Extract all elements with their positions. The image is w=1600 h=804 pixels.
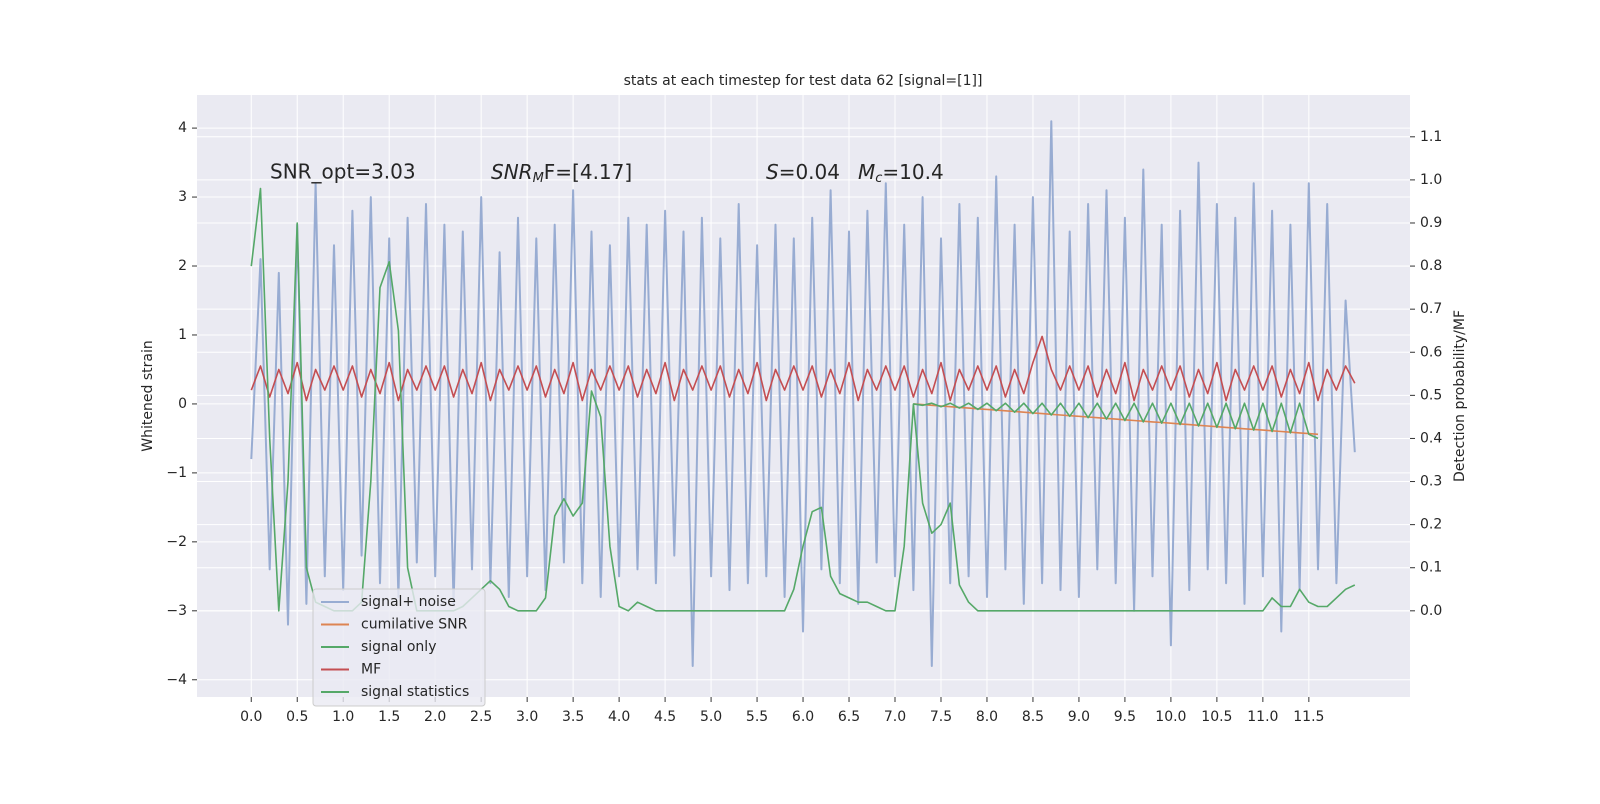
x-tick-label: 5.0 bbox=[700, 709, 722, 725]
y2-tick-label: 0.0 bbox=[1420, 603, 1442, 619]
x-tick-label: 9.5 bbox=[1114, 709, 1136, 725]
y2-tick-label: 0.2 bbox=[1420, 517, 1442, 533]
x-tick-label: 5.5 bbox=[746, 709, 768, 725]
y-tick-label: 0 bbox=[178, 396, 187, 412]
annotation: S=0.04 bbox=[766, 160, 840, 184]
y2-tick-label: 0.5 bbox=[1420, 387, 1442, 403]
x-tick-label: 3.5 bbox=[562, 709, 584, 725]
x-tick-label: 8.5 bbox=[1022, 709, 1044, 725]
x-tick-label: 10.0 bbox=[1155, 709, 1186, 725]
y-tick-label: 3 bbox=[178, 189, 187, 205]
x-tick-label: 9.0 bbox=[1068, 709, 1090, 725]
legend-label: signal statistics bbox=[361, 684, 469, 700]
x-tick-label: 0.5 bbox=[286, 709, 308, 725]
x-tick-label: 10.5 bbox=[1201, 709, 1232, 725]
y2-tick-label: 0.9 bbox=[1420, 215, 1442, 231]
annotation: SNRMF=[4.17] bbox=[491, 160, 632, 186]
series-line bbox=[250, 335, 1356, 402]
x-tick-label: 4.5 bbox=[654, 709, 676, 725]
x-tick-label: 6.5 bbox=[838, 709, 860, 725]
y2-tick-label: 1.1 bbox=[1420, 129, 1442, 145]
y2-axis-label: Detection probability/MF bbox=[1452, 310, 1468, 482]
annotation: Mc=10.4 bbox=[858, 160, 944, 186]
annotation-part: S bbox=[766, 160, 779, 184]
x-tick-label: 7.0 bbox=[884, 709, 906, 725]
y-axis-label: Whitened strain bbox=[140, 340, 156, 451]
y2-tick-label: 0.4 bbox=[1420, 430, 1442, 446]
y2-tick-label: 0.8 bbox=[1420, 258, 1442, 274]
series-line bbox=[913, 403, 1319, 436]
annotation-part: SNR bbox=[491, 160, 533, 184]
y-tick-label: −1 bbox=[166, 465, 187, 481]
annotation-part: =10.4 bbox=[882, 160, 943, 184]
y2-tick-label: 0.1 bbox=[1420, 560, 1442, 576]
x-tick-label: 7.5 bbox=[930, 709, 952, 725]
annotation: SNR_opt=3.03 bbox=[270, 160, 416, 184]
x-tick-label: 1.5 bbox=[378, 709, 400, 725]
y2-tick-label: 1.0 bbox=[1420, 172, 1442, 188]
series-line bbox=[250, 120, 1356, 667]
x-tick-label: 11.5 bbox=[1293, 709, 1324, 725]
y-tick-label: −2 bbox=[166, 534, 187, 550]
legend-label: signal+ noise bbox=[361, 594, 456, 610]
legend-label: signal only bbox=[361, 639, 436, 655]
x-tick-label: 1.0 bbox=[332, 709, 354, 725]
x-tick-label: 2.0 bbox=[424, 709, 446, 725]
legend-box bbox=[312, 588, 486, 707]
x-tick-label: 3.0 bbox=[516, 709, 538, 725]
x-tick-label: 11.0 bbox=[1247, 709, 1278, 725]
y-tick-label: 2 bbox=[178, 258, 187, 274]
legend-label: MF bbox=[361, 662, 381, 678]
x-tick-label: 8.0 bbox=[976, 709, 998, 725]
annotation-part: M bbox=[858, 160, 875, 184]
y-tick-label: −3 bbox=[166, 603, 187, 619]
x-tick-label: 6.0 bbox=[792, 709, 814, 725]
y-tick-label: 4 bbox=[178, 120, 187, 136]
x-tick-label: 0.0 bbox=[240, 709, 262, 725]
legend-label: cumilative SNR bbox=[361, 617, 468, 633]
chart-title: stats at each timestep for test data 62 … bbox=[624, 73, 983, 89]
y-tick-label: 1 bbox=[178, 327, 187, 343]
series-line bbox=[913, 402, 1319, 440]
y2-tick-label: 0.7 bbox=[1420, 301, 1442, 317]
y-tick-label: −4 bbox=[166, 672, 187, 688]
annotation-part: M bbox=[533, 171, 544, 186]
annotation-part: F=[4.17] bbox=[544, 160, 632, 184]
y2-tick-label: 0.6 bbox=[1420, 344, 1442, 360]
annotation-part: =0.04 bbox=[779, 160, 840, 184]
x-tick-label: 4.0 bbox=[608, 709, 630, 725]
x-tick-label: 2.5 bbox=[470, 709, 492, 725]
y2-tick-label: 0.3 bbox=[1420, 474, 1442, 490]
annotation-part: c bbox=[875, 171, 882, 186]
